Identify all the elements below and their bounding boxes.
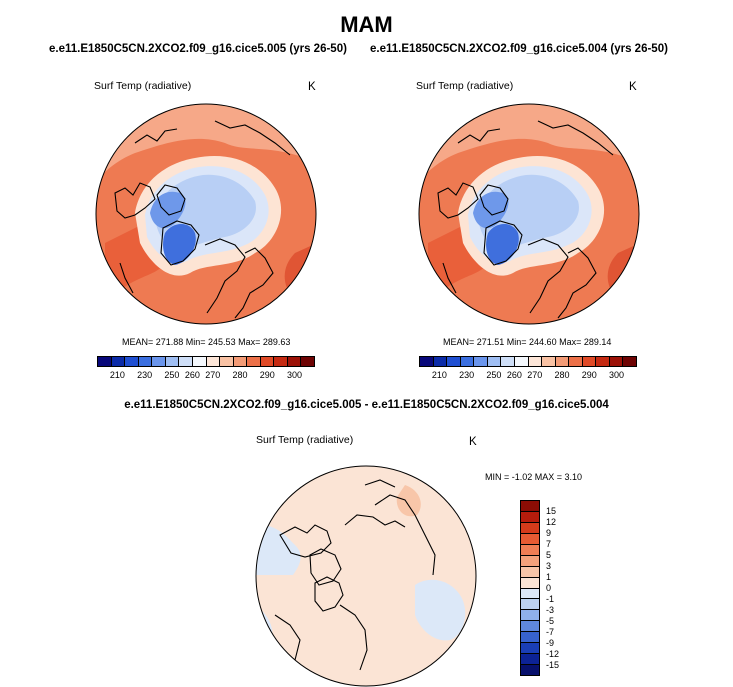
colorbar-swatch: [568, 357, 582, 366]
colorbar-tick-label: 7: [546, 539, 552, 549]
colorbar-swatch: [521, 532, 539, 544]
right-stats: MEAN= 271.51 Min= 244.60 Max= 289.14: [443, 337, 612, 347]
colorbar-tick-label: -1: [546, 594, 555, 604]
colorbar-swatch: [98, 357, 111, 366]
colorbar-swatch: [521, 664, 539, 675]
colorbar-swatch: [232, 357, 247, 366]
colorbar-swatch: [581, 357, 596, 366]
colorbar-swatch: [521, 587, 539, 599]
colorbar-swatch: [513, 357, 528, 366]
colorbar-tick-label: 9: [546, 528, 552, 538]
colorbar-swatch: [164, 357, 179, 366]
colorbar-tick-label: 3: [546, 561, 552, 571]
colorbar-swatch: [473, 357, 487, 366]
colorbar-swatch: [521, 521, 539, 533]
colorbar-tick-label: 230: [137, 370, 153, 380]
colorbar-tick-label: 270: [527, 370, 543, 380]
diff-subtitle: e.e11.E1850C5CN.2XCO2.f09_g16.cice5.005 …: [124, 399, 609, 411]
colorbar-tick-label: 270: [205, 370, 221, 380]
colorbar-swatch: [608, 357, 623, 366]
colorbar-swatch: [521, 631, 539, 643]
colorbar-swatch: [622, 357, 636, 366]
diff-stats: MIN = -1.02 MAX = 3.10: [485, 472, 583, 482]
colorbar-swatch: [137, 357, 152, 366]
colorbar-tick-label: 5: [546, 550, 552, 560]
colorbar-swatch: [205, 357, 220, 366]
colorbar-tick-label: 0: [546, 583, 552, 593]
colorbar-tick-label: 210: [431, 370, 447, 380]
colorbar-tick-label: 260: [184, 370, 200, 380]
diff-polar-map: [255, 465, 477, 687]
right-unit-label: K: [629, 81, 637, 93]
colorbar-swatch: [432, 357, 447, 366]
colorbar-swatch: [124, 357, 138, 366]
colorbar-tick-label: -3: [546, 605, 555, 615]
colorbar-swatch: [521, 565, 539, 577]
colorbar-swatch: [110, 357, 125, 366]
left-variable-label: Surf Temp (radiative): [94, 80, 192, 92]
colorbar-swatch: [521, 576, 539, 588]
colorbar-swatch: [178, 357, 192, 366]
colorbar-swatch: [300, 357, 314, 366]
colorbar-swatch: [595, 357, 609, 366]
colorbar-tick-label: 290: [581, 370, 597, 380]
colorbar-tick-label: 230: [459, 370, 475, 380]
page-title: MAM: [340, 12, 393, 37]
colorbar-tick-label: -5: [546, 616, 555, 626]
colorbar-swatch: [286, 357, 301, 366]
right-subtitle: e.e11.E1850C5CN.2XCO2.f09_g16.cice5.004 …: [370, 43, 668, 55]
diff-variable-label: Surf Temp (radiative): [256, 434, 354, 446]
left-unit-label: K: [308, 81, 316, 93]
colorbar-tick-label: -7: [546, 627, 555, 637]
colorbar-tick-label: 210: [109, 370, 125, 380]
colorbar-tick-label: 250: [486, 370, 502, 380]
colorbar-swatch: [446, 357, 460, 366]
colorbar-tick-label: 290: [259, 370, 275, 380]
colorbar-tick-label: -12: [546, 649, 560, 659]
colorbar-swatch: [151, 357, 165, 366]
colorbar-tick-label: 300: [287, 370, 303, 380]
colorbar-swatch: [273, 357, 287, 366]
colorbar-swatch: [191, 357, 206, 366]
left-polar-map: [95, 103, 317, 325]
colorbar-swatch: [521, 510, 539, 522]
colorbar-tick-label: 15: [546, 506, 557, 516]
colorbar-tick-label: 300: [609, 370, 625, 380]
colorbar-swatch: [500, 357, 514, 366]
colorbar-swatch: [459, 357, 474, 366]
colorbar-swatch: [527, 357, 542, 366]
colorbar-swatch: [219, 357, 233, 366]
colorbar-swatch: [259, 357, 274, 366]
left-subtitle: e.e11.E1850C5CN.2XCO2.f09_g16.cice5.005 …: [49, 43, 347, 55]
colorbar-tick-label: -9: [546, 638, 555, 648]
left-colorbar: [97, 356, 315, 367]
colorbar-swatch: [541, 357, 555, 366]
right-polar-map: [418, 103, 640, 325]
colorbar-swatch: [521, 609, 539, 621]
right-colorbar: [419, 356, 637, 367]
colorbar-tick-label: 250: [164, 370, 180, 380]
colorbar-tick-label: 1: [546, 572, 552, 582]
colorbar-tick-label: 280: [232, 370, 248, 380]
colorbar-swatch: [521, 598, 539, 610]
colorbar-tick-label: 280: [554, 370, 570, 380]
colorbar-swatch: [521, 620, 539, 632]
colorbar-swatch: [521, 543, 539, 555]
colorbar-swatch: [246, 357, 260, 366]
colorbar-tick-label: 260: [506, 370, 522, 380]
colorbar-tick-label: 12: [546, 517, 557, 527]
right-variable-label: Surf Temp (radiative): [416, 80, 514, 92]
colorbar-tick-label: -15: [546, 660, 560, 670]
diff-colorbar-ticks: 15 12 9 7 5 3 1 0 -1 -3 -5 -7 -9 -12 -15: [520, 500, 560, 676]
left-stats: MEAN= 271.88 Min= 245.53 Max= 289.63: [122, 337, 291, 347]
colorbar-swatch: [521, 642, 539, 654]
colorbar-swatch: [521, 501, 539, 511]
diff-colorbar: [520, 500, 540, 676]
colorbar-swatch: [554, 357, 569, 366]
colorbar-swatch: [521, 554, 539, 566]
colorbar-swatch: [486, 357, 501, 366]
colorbar-swatch: [420, 357, 433, 366]
colorbar-swatch: [521, 653, 539, 665]
diff-unit-label: K: [469, 436, 477, 448]
